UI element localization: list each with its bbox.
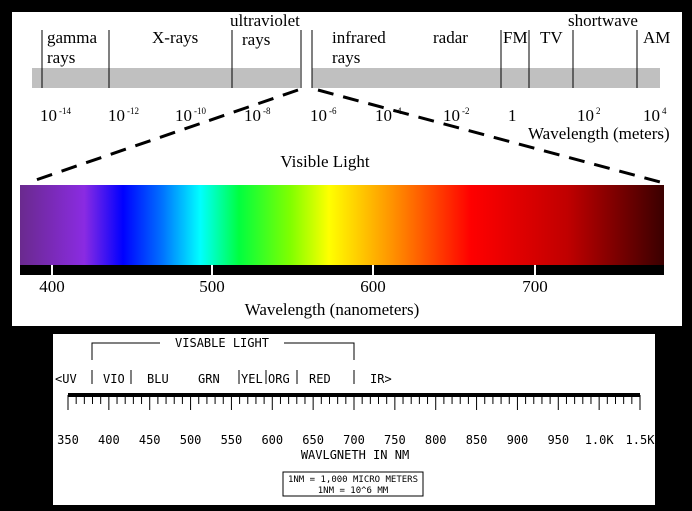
ruler-label: 750 (384, 433, 406, 447)
nm-label: 400 (39, 277, 65, 296)
scale-base: 10 (244, 106, 261, 125)
color-label: VIO (103, 372, 125, 386)
scale-label: 10 -2 (443, 106, 470, 125)
ruler-title: WAVLGNETH IN NM (301, 448, 409, 462)
band-label: shortwave (568, 11, 638, 30)
nm-label: 500 (199, 277, 225, 296)
scale-title: Wavelength (meters) (528, 124, 670, 143)
scale-exp: -14 (59, 106, 71, 116)
bracket (91, 342, 355, 360)
scale-base: 1 (508, 106, 517, 125)
scale-label: 10 -14 (40, 106, 71, 125)
band-label: AM (643, 28, 670, 47)
zoom-lines (29, 88, 661, 184)
em-bar (32, 68, 300, 88)
ruler-label: 900 (507, 433, 529, 447)
scale-exp: -10 (194, 106, 206, 116)
scale-label: 10 -6 (310, 106, 337, 125)
scale-exp: -8 (263, 106, 271, 116)
scale-base: 10 (375, 106, 392, 125)
ruler-label: 400 (98, 433, 120, 447)
band-label: rays (332, 48, 360, 67)
nm-axis (20, 265, 664, 275)
nm-label: 700 (522, 277, 548, 296)
scale-label: 10 2 (577, 106, 601, 125)
ruler-label: 500 (180, 433, 202, 447)
scale-label: 10 4 (643, 106, 667, 125)
scale-base: 10 (108, 106, 125, 125)
visible-title: Visible Light (280, 152, 369, 171)
band-label: gamma (47, 28, 97, 47)
ruler-label: 1.5K (626, 433, 656, 447)
scale-base: 10 (310, 106, 327, 125)
band-label: X-rays (152, 28, 198, 47)
color-label: <UV (55, 372, 77, 386)
ruler-ticks (67, 395, 641, 410)
scale-base: 10 (175, 106, 192, 125)
ruler-label: 550 (221, 433, 243, 447)
note-box (282, 471, 424, 497)
color-label: GRN (198, 372, 220, 386)
color-label: RED (309, 372, 331, 386)
scale-exp: -2 (462, 106, 470, 116)
band-label: infrared (332, 28, 386, 47)
scale-exp: -6 (329, 106, 337, 116)
scale-exp: -4 (394, 106, 402, 116)
scale-label: 10 -4 (375, 106, 402, 125)
scale-label: 1 (508, 106, 517, 125)
scale-exp: -12 (127, 106, 139, 116)
nm-ticks (51, 265, 536, 275)
color-label: BLU (147, 372, 169, 386)
note: 1NM = 10^6 MM (318, 486, 389, 496)
band-label: ultraviolet (230, 11, 300, 30)
ruler-label: 850 (466, 433, 488, 447)
ruler-label: 1.0K (585, 433, 615, 447)
nm-title: Wavelength (nanometers) (245, 300, 420, 319)
color-separators (91, 370, 355, 384)
ruler-label: 350 (57, 433, 79, 447)
ruler-label: 700 (343, 433, 365, 447)
scale-exp: 4 (662, 106, 667, 116)
color-label: IR> (370, 372, 392, 386)
color-label: ORG (268, 372, 290, 386)
band-label: rays (242, 30, 270, 49)
note: 1NM = 1,000 MICRO METERS (288, 475, 418, 485)
scale-label: 10 -8 (244, 106, 271, 125)
ruler-label: 950 (547, 433, 569, 447)
bracket-title: VISABLE LIGHT (175, 336, 269, 350)
scale-base: 10 (643, 106, 660, 125)
color-label: YEL (241, 372, 263, 386)
band-label: FM (503, 28, 528, 47)
scale-base: 10 (577, 106, 594, 125)
visible-spectrum (20, 185, 664, 265)
ruler-label: 600 (261, 433, 283, 447)
scale-base: 10 (443, 106, 460, 125)
ruler-label: 450 (139, 433, 161, 447)
ruler-label: 800 (425, 433, 447, 447)
scale-label: 10 -10 (175, 106, 206, 125)
band-label: radar (433, 28, 468, 47)
scale-base: 10 (40, 106, 57, 125)
ruler-label: 650 (302, 433, 324, 447)
band-label: rays (47, 48, 75, 67)
scale-exp: 2 (596, 106, 601, 116)
em-bar (312, 68, 660, 88)
band-dividers (41, 30, 638, 88)
scale-label: 10 -12 (108, 106, 139, 125)
nm-label: 600 (360, 277, 386, 296)
band-label: TV (540, 28, 563, 47)
